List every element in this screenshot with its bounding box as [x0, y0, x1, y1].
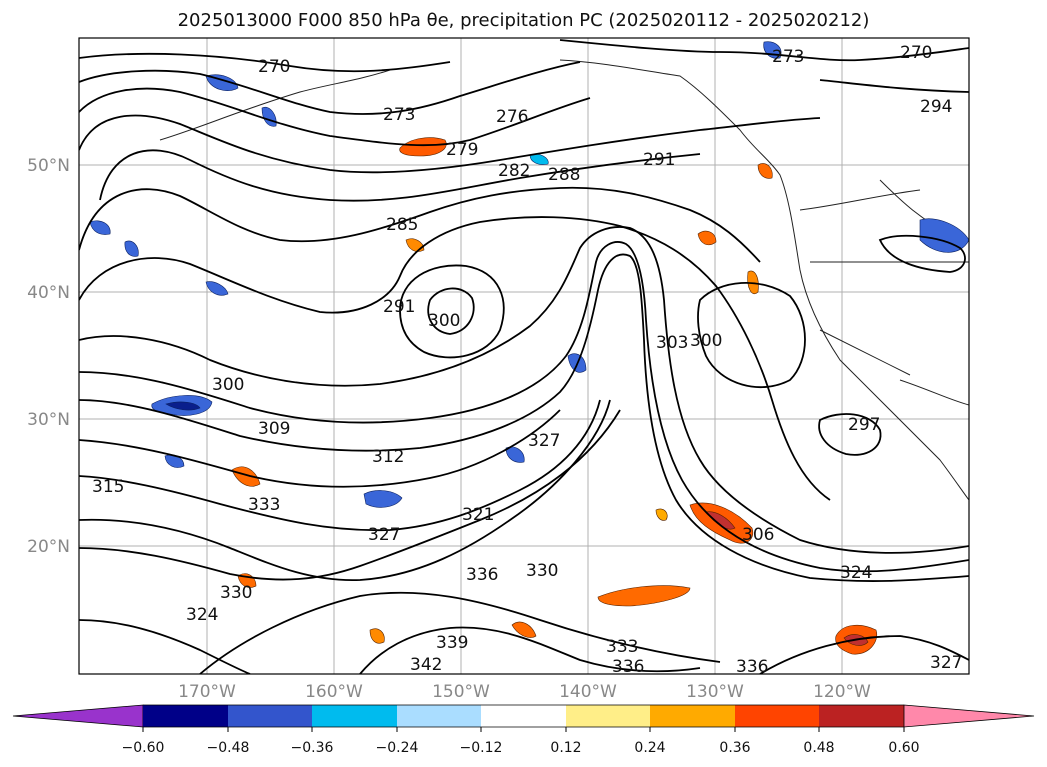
colorbar-tick-label: 0.60 — [888, 740, 919, 756]
colorbar-tick-label: 0.24 — [634, 740, 665, 756]
latitude-labels: 50°N 40°N 30°N 20°N — [27, 156, 70, 557]
lon-tick-label: 160°W — [305, 682, 363, 702]
map-title: 2025013000 F000 850 hPa θe, precipitatio… — [177, 10, 870, 31]
map-frame — [78, 37, 970, 675]
lon-tick-label: 120°W — [813, 682, 871, 702]
colorbar-segment — [143, 705, 228, 727]
contour-label: 309 — [258, 419, 290, 439]
contour-label: 321 — [462, 505, 494, 525]
colorbar-segment — [735, 705, 819, 727]
colorbar-tick-label: −0.24 — [376, 740, 419, 756]
contour-label: 327 — [368, 525, 400, 545]
contour-label: 336 — [612, 657, 644, 677]
contour-label: 300 — [212, 375, 244, 395]
colorbar-segment — [481, 705, 566, 727]
contour-labels: 270 270 273 273 276 279 282 285 288 291 … — [92, 43, 962, 677]
colorbar-segment — [566, 705, 650, 727]
contour-label: 288 — [548, 165, 580, 185]
colorbar-extend-low — [12, 704, 144, 728]
colorbar-tick-label: −0.12 — [460, 740, 503, 756]
colorbar-segment — [397, 705, 481, 727]
colorbar-extend-high — [903, 704, 1035, 728]
contour-label: 270 — [900, 43, 932, 63]
contour-label: 312 — [372, 447, 404, 467]
contour-label: 276 — [496, 107, 528, 127]
colorbar-segment — [312, 705, 397, 727]
lon-tick-label: 140°W — [559, 682, 617, 702]
lon-tick-label: 150°W — [432, 682, 490, 702]
lon-tick-label: 170°W — [178, 682, 236, 702]
contour-label: 294 — [920, 97, 952, 117]
contour-label: 300 — [428, 311, 460, 331]
contour-label: 291 — [383, 297, 415, 317]
contour-label: 270 — [258, 57, 290, 77]
colorbar-tick-label: −0.36 — [291, 740, 334, 756]
contour-label: 285 — [386, 215, 418, 235]
precip-negative — [89, 41, 969, 508]
lat-tick-label: 30°N — [27, 410, 70, 430]
theta-e-contours — [79, 39, 969, 674]
contour-label: 279 — [446, 140, 478, 160]
contour-label: 339 — [436, 633, 468, 653]
lat-tick-label: 50°N — [27, 156, 70, 176]
contour-label: 303 — [656, 333, 688, 353]
contour-label: 273 — [383, 105, 415, 125]
contour-label: 297 — [848, 415, 880, 435]
contour-label: 333 — [606, 637, 638, 657]
contour-label: 273 — [772, 47, 804, 67]
contour-label: 300 — [690, 331, 722, 351]
colorbar: −0.60 −0.48 −0.36 −0.24 −0.12 0.12 0.24 … — [12, 704, 1035, 756]
contour-label: 342 — [410, 655, 442, 675]
lon-tick-label: 130°W — [686, 682, 744, 702]
contour-label: 282 — [498, 161, 530, 181]
contour-label: 291 — [643, 150, 675, 170]
colorbar-segment — [228, 705, 312, 727]
contour-label: 324 — [840, 563, 872, 583]
longitude-labels: 170°W 160°W 150°W 140°W 130°W 120°W — [178, 682, 871, 702]
colorbar-tick-label: 0.12 — [550, 740, 581, 756]
lat-tick-label: 40°N — [27, 283, 70, 303]
contour-label: 336 — [466, 565, 498, 585]
map-panel — [79, 38, 969, 674]
colorbar-tick-label: 0.48 — [803, 740, 834, 756]
contour-label: 330 — [220, 583, 252, 603]
colorbar-tick-label: −0.60 — [122, 740, 165, 756]
contour-label: 327 — [528, 431, 560, 451]
contour-label: 324 — [186, 605, 218, 625]
colorbar-segment — [819, 705, 904, 727]
contour-label: 315 — [92, 477, 124, 497]
contour-label: 327 — [930, 653, 962, 673]
lat-tick-label: 20°N — [27, 537, 70, 557]
contour-label: 330 — [526, 561, 558, 581]
colorbar-tick-label: 0.36 — [719, 740, 750, 756]
contour-label: 333 — [248, 495, 280, 515]
colorbar-tick-label: −0.48 — [207, 740, 250, 756]
contour-label: 336 — [736, 657, 768, 677]
colorbar-segment — [650, 705, 735, 727]
contour-label: 306 — [742, 525, 774, 545]
